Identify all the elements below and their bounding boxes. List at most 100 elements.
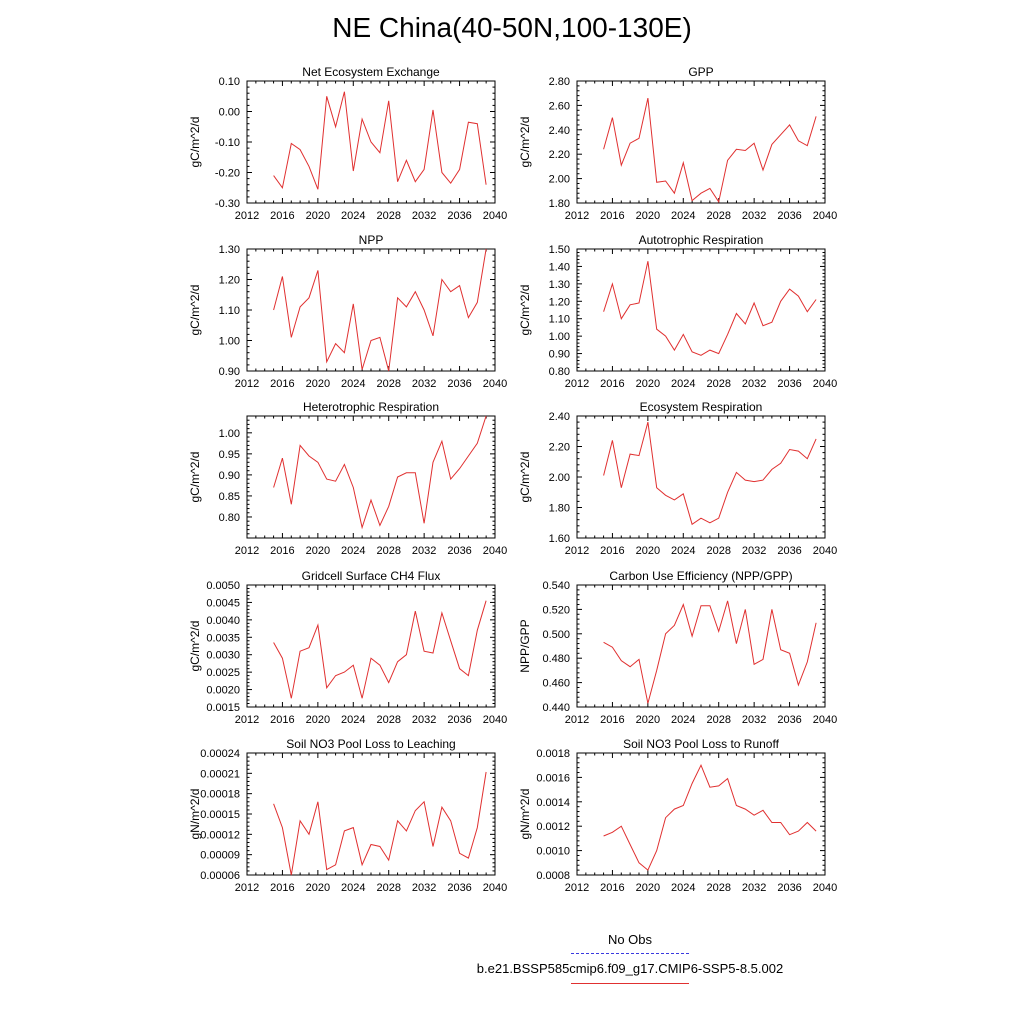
y-tick-label: 0.0015 (206, 702, 240, 714)
y-tick-label: 2.20 (549, 442, 570, 454)
panel-title: Autotrophic Respiration (639, 233, 764, 247)
x-tick-label: 2024 (341, 882, 365, 894)
y-tick-label: 0.00024 (200, 748, 240, 760)
panel-title: Net Ecosystem Exchange (302, 65, 440, 79)
y-tick-label: 0.00015 (200, 809, 240, 821)
x-tick-label: 2020 (306, 882, 330, 894)
x-tick-label: 2016 (270, 545, 294, 557)
x-tick-label: 2028 (376, 545, 400, 557)
x-tick-label: 2040 (813, 882, 837, 894)
y-tick-label: 1.20 (549, 296, 570, 308)
y-tick-label: 1.00 (219, 336, 240, 348)
chart-panel: Heterotrophic Respiration gC/m^2/d 2012 201… (188, 400, 507, 557)
y-tick-label: 2.60 (549, 100, 570, 112)
y-tick-label: 0.0030 (206, 650, 240, 662)
series-line (603, 600, 817, 704)
y-tick-label: 0.90 (549, 349, 570, 361)
y-axis-label: gC/m^2/d (188, 621, 202, 672)
series-line (273, 771, 487, 876)
plot-frame (246, 248, 496, 372)
y-axis-label: gC/m^2/d (188, 285, 202, 336)
x-tick-label: 2020 (306, 378, 330, 390)
y-tick-label: 0.0016 (536, 772, 570, 784)
y-axis-label: gC/m^2/d (518, 285, 532, 336)
y-tick-label: 0.00012 (200, 829, 240, 841)
x-tick-label: 2040 (813, 210, 837, 222)
chart-panel: Autotrophic Respiration gC/m^2/d 2012 2016 2… (518, 233, 837, 390)
x-tick-label: 2012 (235, 378, 259, 390)
x-tick-label: 2040 (483, 714, 507, 726)
y-tick-label: -0.10 (215, 137, 240, 149)
y-tick-label: 0.0035 (206, 632, 240, 644)
y-tick-label: 0.80 (549, 366, 570, 378)
x-tick-label: 2024 (671, 882, 695, 894)
x-tick-label: 2028 (376, 378, 400, 390)
panel-title: Ecosystem Respiration (640, 400, 763, 414)
x-tick-label: 2016 (600, 210, 624, 222)
x-tick-label: 2032 (742, 882, 766, 894)
x-tick-label: 2032 (412, 378, 436, 390)
x-tick-label: 2040 (813, 714, 837, 726)
series-line (603, 97, 817, 204)
y-tick-label: 1.40 (549, 261, 570, 273)
x-tick-label: 2032 (742, 714, 766, 726)
y-tick-label: 1.30 (549, 279, 570, 291)
y-tick-label: 1.60 (549, 533, 570, 545)
x-tick-label: 2012 (235, 882, 259, 894)
x-tick-label: 2032 (412, 210, 436, 222)
x-tick-label: 2032 (742, 545, 766, 557)
y-tick-label: 1.00 (219, 428, 240, 440)
x-tick-label: 2016 (270, 378, 294, 390)
x-tick-label: 2036 (777, 882, 801, 894)
y-tick-label: 1.80 (549, 503, 570, 515)
x-tick-label: 2036 (777, 378, 801, 390)
y-axis-label: NPP/GPP (518, 619, 532, 672)
y-tick-label: 0.80 (219, 512, 240, 524)
panel-title: Gridcell Surface CH4 Flux (302, 569, 441, 583)
chart-panel: Soil NO3 Pool Loss to Runoff gN/m^2/d 2012… (518, 737, 837, 894)
chart-panel: Ecosystem Respiration gC/m^2/d 2012 2016 202… (518, 400, 837, 557)
y-tick-label: 0.00009 (200, 850, 240, 862)
y-tick-label: 2.00 (549, 472, 570, 484)
panel-title: Soil NO3 Pool Loss to Leaching (286, 737, 455, 751)
y-tick-label: 0.10 (219, 76, 240, 88)
plot-frame (576, 752, 826, 876)
y-tick-label: 0.0012 (536, 821, 570, 833)
y-tick-label: 0.0010 (536, 846, 570, 858)
x-tick-label: 2040 (483, 545, 507, 557)
series-line (603, 421, 817, 526)
x-tick-label: 2036 (777, 545, 801, 557)
series-line (273, 91, 487, 190)
x-tick-label: 2016 (600, 714, 624, 726)
y-tick-label: 0.440 (542, 702, 570, 714)
y-tick-label: 2.00 (549, 174, 570, 186)
y-tick-label: 1.00 (549, 331, 570, 343)
chart-panel: GPP gC/m^2/d 2012 2016 2020 2024 2028 2032 2036 2… (518, 65, 837, 222)
y-tick-label: 0.0014 (536, 797, 570, 809)
x-tick-label: 2012 (565, 545, 589, 557)
y-tick-label: 1.10 (549, 314, 570, 326)
series-line (603, 261, 817, 356)
y-tick-label: 0.00 (219, 107, 240, 119)
y-tick-label: -0.20 (215, 168, 240, 180)
chart-panel: NPP gC/m^2/d 2012 2016 2020 2024 2028 2032 2036 2… (188, 233, 507, 390)
x-tick-label: 2036 (447, 210, 471, 222)
y-axis-label: gC/m^2/d (518, 452, 532, 503)
y-tick-label: 1.20 (219, 275, 240, 287)
x-tick-label: 2028 (706, 378, 730, 390)
panel-title: Heterotrophic Respiration (303, 400, 439, 414)
series-line (273, 248, 487, 372)
x-tick-label: 2040 (483, 378, 507, 390)
x-tick-label: 2012 (235, 714, 259, 726)
x-tick-label: 2012 (565, 378, 589, 390)
chart-panel: Gridcell Surface CH4 Flux gC/m^2/d 2012 201… (188, 569, 507, 726)
y-tick-label: 0.460 (542, 678, 570, 690)
x-tick-label: 2024 (671, 210, 695, 222)
x-tick-label: 2028 (376, 714, 400, 726)
x-tick-label: 2012 (565, 210, 589, 222)
chart-panel: Net Ecosystem Exchange gC/m^2/d 2012 2016 20… (188, 65, 507, 222)
x-tick-label: 2020 (636, 714, 660, 726)
x-tick-label: 2024 (671, 545, 695, 557)
y-tick-label: 0.520 (542, 604, 570, 616)
x-tick-label: 2024 (341, 545, 365, 557)
